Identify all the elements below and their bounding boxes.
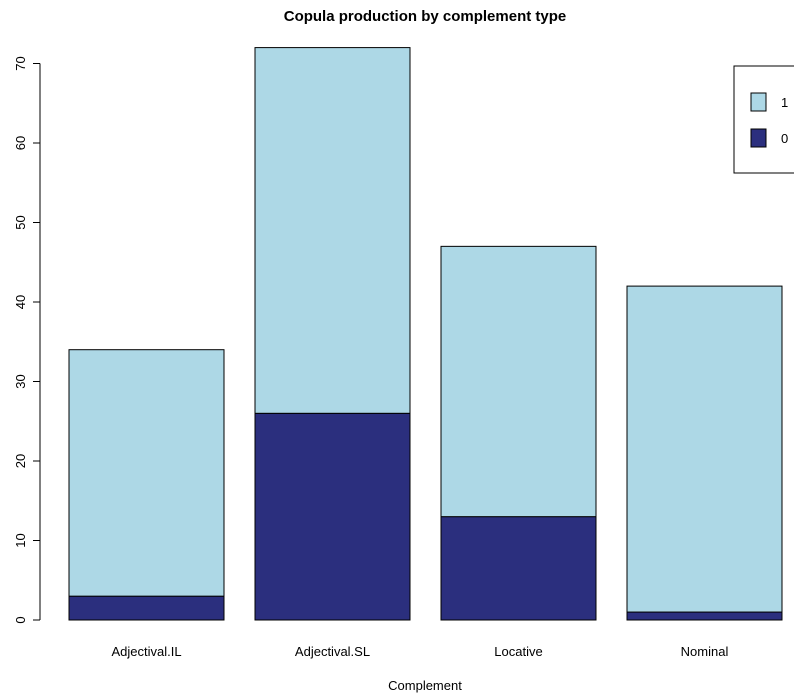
bar-adjectival-sl-series-0 (254, 412, 411, 621)
legend-label-0: 0 (781, 131, 788, 146)
bar-adjectival-il-series-1 (68, 349, 225, 597)
x-tick-label: Locative (494, 644, 542, 659)
bar-adjectival-sl-series-1 (254, 47, 411, 414)
bar-nominal-series-0 (626, 611, 783, 621)
x-axis-label: Complement (388, 678, 462, 693)
chart-title: Copula production by complement type (284, 8, 567, 25)
legend: 10 (733, 65, 794, 174)
y-tick-label: 20 (13, 454, 28, 468)
bar-nominal-series-1 (626, 285, 783, 613)
bar-locative-series-0 (440, 516, 597, 621)
bar-locative-series-1 (440, 245, 597, 518)
legend-label-1: 1 (781, 95, 788, 110)
legend-box (733, 65, 794, 174)
x-tick-label: Adjectival.SL (295, 644, 370, 659)
legend-swatch-1 (750, 92, 767, 112)
x-tick-label: Nominal (681, 644, 729, 659)
bars (68, 47, 783, 621)
y-tick-label: 70 (13, 56, 28, 70)
y-tick-label: 10 (13, 533, 28, 547)
y-tick-label: 50 (13, 215, 28, 229)
y-tick-label: 0 (13, 616, 28, 623)
bar-adjectival-il-series-0 (68, 595, 225, 621)
category-labels: Adjectival.IL Adjectival.SL Locative Nomina… (111, 644, 728, 659)
x-tick-label: Adjectival.IL (111, 644, 181, 659)
y-tick-label: 40 (13, 295, 28, 309)
y-tick-label: 30 (13, 374, 28, 388)
y-tick-label: 60 (13, 136, 28, 150)
legend-swatch-0 (750, 128, 767, 148)
y-axis: 0 10 20 30 40 50 60 70 (13, 56, 41, 624)
